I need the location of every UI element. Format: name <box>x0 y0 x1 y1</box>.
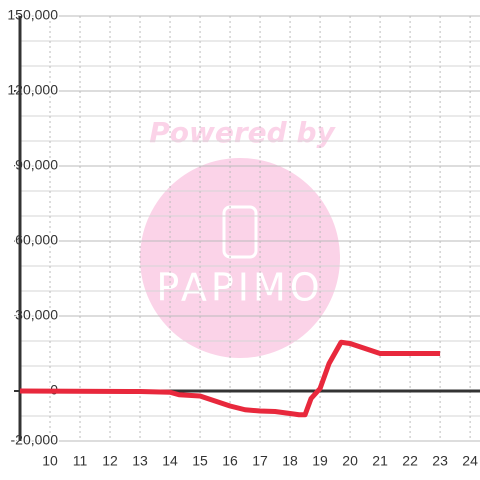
x-tick-label: 16 <box>222 453 238 469</box>
y-tick-label: -20,000 <box>11 432 59 448</box>
x-tick-label: 15 <box>192 453 208 469</box>
y-tick-label: 90,000 <box>15 157 58 173</box>
x-tick-label: 23 <box>432 453 448 469</box>
x-tick-label: 19 <box>312 453 328 469</box>
x-tick-label: 22 <box>402 453 418 469</box>
x-tick-label: 20 <box>342 453 358 469</box>
watermark-brand: PAPIMO <box>156 266 323 310</box>
x-tick-label: 17 <box>252 453 268 469</box>
x-tick-label: 21 <box>372 453 388 469</box>
x-tick-label: 10 <box>42 453 58 469</box>
x-tick-label: 18 <box>282 453 298 469</box>
x-tick-label: 13 <box>132 453 148 469</box>
x-tick-label: 14 <box>162 453 178 469</box>
y-tick-label: 120,000 <box>7 82 58 98</box>
y-tick-label: 150,000 <box>7 7 58 23</box>
watermark: Powered by PAPIMO <box>140 116 340 358</box>
x-tick-label: 11 <box>73 453 88 469</box>
y-tick-label: 60,000 <box>15 232 58 248</box>
x-tick-label: 12 <box>102 453 118 469</box>
watermark-text: Powered by <box>149 116 336 149</box>
data-line <box>19 339 441 418</box>
watermark-phone <box>222 205 258 259</box>
y-tick-label: 30,000 <box>15 307 58 323</box>
x-tick-label: 24 <box>462 453 478 469</box>
